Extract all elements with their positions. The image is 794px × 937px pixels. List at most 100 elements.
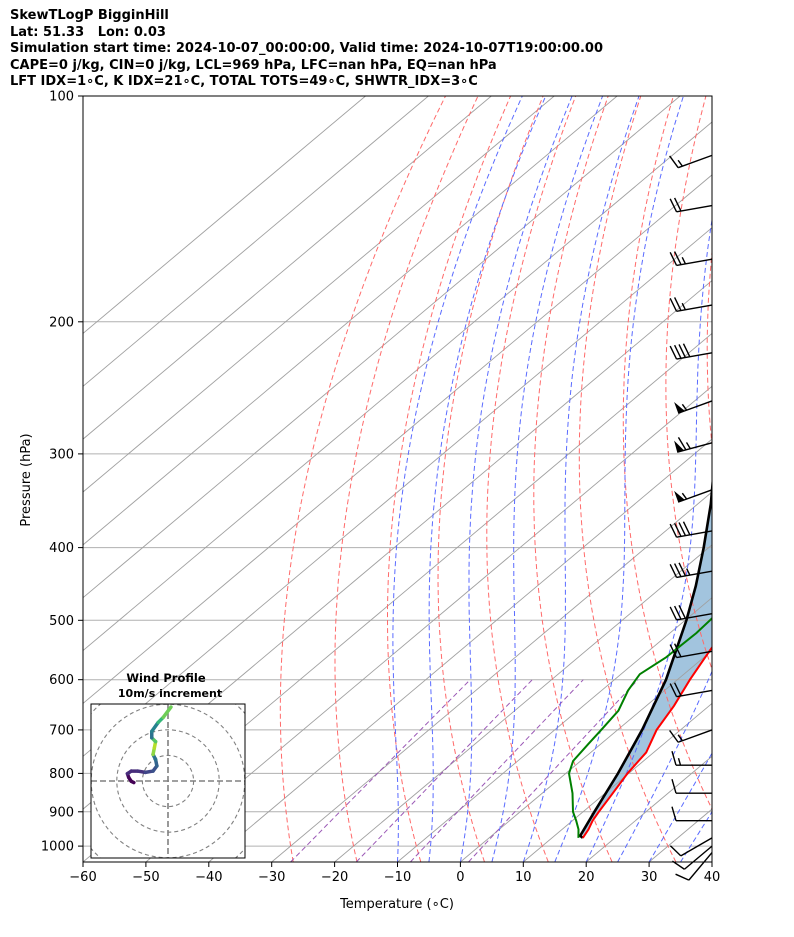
wind-barb: [669, 297, 713, 313]
wind-barb-staff: [676, 570, 713, 579]
wind-barb-staff: [676, 530, 713, 538]
wind-barb-staff: [676, 613, 713, 621]
cin-shaded-area: [582, 490, 712, 838]
y-tick-label: 200: [49, 315, 74, 330]
wind-barb: [671, 778, 712, 794]
wind-barbs-layer: [669, 154, 713, 881]
chart-title: SkewTLogP BigginHill: [10, 8, 169, 23]
moist-adiabat-line: [522, 96, 640, 862]
dry-adiabat-line: [706, 247, 712, 449]
wind-barb-staff: [676, 258, 713, 267]
dry-adiabat-line: [665, 96, 712, 671]
wind-barb-flag: [669, 198, 678, 213]
wind-barb-flag: [669, 564, 678, 578]
wind-barb-flag: [678, 522, 687, 536]
profiles-layer: [567, 475, 712, 839]
wind-barb: [669, 562, 713, 579]
wind-barb: [674, 400, 713, 414]
wind-barb-flag: [673, 344, 682, 359]
dry-adiabat-line: [578, 96, 677, 862]
y-tick-label: 800: [49, 767, 74, 782]
cape-line: CAPE=0 j/kg, CIN=0 j/kg, LCL=969 hPa, LF…: [10, 57, 497, 73]
wind-barb-half-flag: [686, 568, 691, 576]
header-block: SkewTLogP BigginHill Lat: 51.33 Lon: 0.0…: [10, 8, 603, 91]
isotherm-line: [83, 174, 712, 705]
wind-barb-half-flag: [681, 302, 687, 311]
moist-adiabat-line: [680, 810, 712, 862]
wind-barb-flag: [673, 522, 682, 537]
moist-adiabat-line: [617, 670, 712, 862]
wind-barb: [671, 806, 712, 822]
hodograph-trace-segment: [161, 705, 173, 720]
wind-barb-flag: [673, 251, 682, 265]
dry-adiabat-line: [387, 96, 512, 862]
wind-barb-flag: [671, 750, 677, 766]
isotherm-line: [83, 96, 618, 546]
isotherm-line: [585, 755, 712, 862]
wind-barb: [669, 729, 713, 743]
wind-barb-pennant: [674, 402, 685, 414]
wind-barb-flag: [669, 730, 679, 743]
wind-barb-staff: [680, 837, 713, 857]
wind-barb-staff: [683, 845, 713, 870]
location-line: Lat: 51.33 Lon: 0.03: [10, 24, 166, 40]
grid-layer: [83, 96, 712, 862]
wind-barb-staff: [688, 852, 713, 881]
wind-barb-flag: [671, 806, 677, 821]
wind-barb-staff: [676, 304, 713, 313]
wind-barb-flag: [673, 197, 682, 212]
hodograph-title: Wind Profile: [126, 671, 206, 685]
isotherm-line: [145, 385, 712, 862]
wind-barb-flag: [669, 683, 678, 697]
wind-barb: [675, 852, 713, 881]
isotherm-line: [711, 861, 712, 862]
wind-barb-flag: [669, 606, 678, 621]
simulation-time-line: Simulation start time: 2024-10-07_00:00:…: [10, 41, 603, 56]
wind-barb-half-flag: [677, 159, 683, 167]
wind-barb-flag: [673, 605, 682, 620]
moist-adiabat-line: [392, 96, 523, 862]
wind-barb: [671, 750, 712, 766]
temperature-profile-line: [581, 645, 712, 839]
moist-adiabat-line: [491, 96, 604, 862]
parcel-profile-line: [578, 475, 712, 839]
mixing-ratio-line: [468, 679, 639, 862]
isotherm-line: [83, 96, 492, 440]
wind-barb-flag: [678, 605, 687, 619]
background-lines-layer: [279, 96, 794, 862]
mixing-ratio-line: [290, 679, 471, 862]
wind-barb-flag: [669, 155, 679, 169]
isotherm-line: [397, 597, 712, 862]
wind-barb-flag: [678, 562, 687, 577]
wind-barb: [669, 521, 713, 538]
wind-barb-staff: [677, 729, 713, 743]
isotherm-line: [460, 649, 712, 862]
y-tick-label: 400: [49, 541, 74, 556]
wind-barb-half-flag: [685, 442, 691, 450]
x-tick-label: 40: [704, 870, 721, 885]
x-tick-label: 20: [578, 870, 595, 885]
moist-adiabat-line: [428, 96, 547, 862]
wind-barb-pennant: [674, 490, 685, 503]
isotherm-line: [83, 96, 429, 387]
dry-adiabat-line: [279, 96, 446, 862]
isotherm-line: [83, 121, 712, 652]
wind-barb-half-flag: [681, 492, 688, 500]
x-tick-label: 0: [456, 870, 464, 885]
wind-barb: [674, 489, 713, 503]
y-tick-label: 100: [49, 90, 74, 105]
y-tick-label: 600: [49, 673, 74, 688]
dry-adiabat-line: [334, 96, 479, 862]
dry-adiabat-line: [533, 96, 613, 862]
x-tick-label: 10: [515, 870, 532, 885]
wind-barb: [669, 837, 713, 857]
hodograph-trace-segment: [150, 720, 160, 734]
wind-barb-flag: [682, 521, 691, 536]
y-tick-label: 1000: [41, 840, 74, 855]
dry-adiabat-line: [786, 96, 794, 862]
wind-barb: [669, 643, 713, 659]
y-tick-label: 700: [49, 723, 74, 738]
y-tick-label: 300: [49, 447, 74, 462]
wind-barb: [669, 197, 713, 213]
